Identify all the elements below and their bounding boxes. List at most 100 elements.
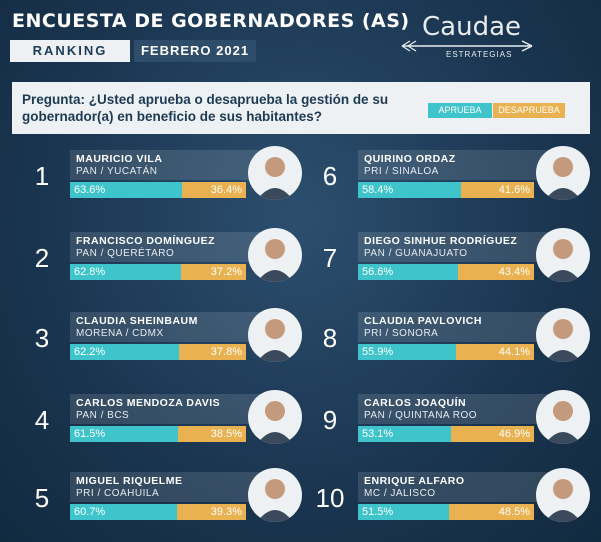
disapprove-segment: 36.4% bbox=[182, 182, 246, 198]
approval-bar: 63.6% 36.4% bbox=[70, 182, 246, 198]
avatar bbox=[536, 390, 590, 444]
name-box: DIEGO SINHUE RODRÍGUEZ PAN / GUANAJUATO bbox=[358, 232, 568, 262]
legend-disapprove: DESAPRUEBA bbox=[493, 103, 565, 118]
avatar bbox=[248, 390, 302, 444]
avatar bbox=[536, 146, 590, 200]
name-box: CARLOS JOAQUÍN PAN / QUINTANA ROO bbox=[358, 394, 568, 424]
question-text: Pregunta: ¿Usted aprueba o desaprueba la… bbox=[22, 92, 389, 124]
disapprove-segment: 48.5% bbox=[449, 504, 534, 520]
party-state: PAN / QUERÉTARO bbox=[76, 248, 175, 259]
approval-bar: 61.5% 38.5% bbox=[70, 426, 246, 442]
governor-card: 6 QUIRINO ORDAZ PRI / SINALOA 58.4% 41.6% bbox=[308, 146, 590, 206]
avatar bbox=[248, 146, 302, 200]
governor-card: 2 FRANCISCO DOMÍNGUEZ PAN / QUERÉTARO 62.8%… bbox=[20, 228, 302, 288]
governor-card: 9 CARLOS JOAQUÍN PAN / QUINTANA ROO 53.1% 46… bbox=[308, 390, 590, 450]
governor-name: CLAUDIA SHEINBAUM bbox=[76, 315, 198, 327]
governor-card: 8 CLAUDIA PAVLOVICH PRI / SONORA 55.9% 44.1% bbox=[308, 308, 590, 368]
approval-bar: 51.5% 48.5% bbox=[358, 504, 534, 520]
avatar bbox=[536, 228, 590, 282]
rank-number: 4 bbox=[34, 405, 50, 435]
party-state: MORENA / CDMX bbox=[76, 328, 164, 339]
avatar bbox=[536, 308, 590, 362]
approval-bar: 58.4% 41.6% bbox=[358, 182, 534, 198]
governor-name: ENRIQUE ALFARO bbox=[364, 475, 465, 487]
avatar bbox=[536, 468, 590, 522]
name-box: CARLOS MENDOZA DAVIS PAN / BCS bbox=[70, 394, 280, 424]
disapprove-segment: 38.5% bbox=[178, 426, 246, 442]
party-state: PRI / SINALOA bbox=[364, 166, 439, 177]
rank-number: 1 bbox=[34, 161, 50, 191]
disapprove-segment: 37.2% bbox=[181, 264, 246, 280]
disapprove-segment: 37.8% bbox=[179, 344, 246, 360]
name-box: MIGUEL RIQUELME PRI / COAHUILA bbox=[70, 472, 280, 502]
name-box: MAURICIO VILA PAN / YUCATÁN bbox=[70, 150, 280, 180]
governor-card: 3 CLAUDIA SHEINBAUM MORENA / CDMX 62.2% 37.8… bbox=[20, 308, 302, 368]
disapprove-segment: 44.1% bbox=[456, 344, 534, 360]
governor-card: 1 MAURICIO VILA PAN / YUCATÁN 63.6% 36.4% bbox=[20, 146, 302, 206]
approve-segment: 55.9% bbox=[358, 344, 456, 360]
governor-card: 4 CARLOS MENDOZA DAVIS PAN / BCS 61.5% 38.5% bbox=[20, 390, 302, 450]
logo-subtitle: ESTRATEGIAS bbox=[446, 50, 513, 59]
party-state: PAN / BCS bbox=[76, 410, 130, 421]
approval-bar: 55.9% 44.1% bbox=[358, 344, 534, 360]
name-box: QUIRINO ORDAZ PRI / SINALOA bbox=[358, 150, 568, 180]
rank-number: 7 bbox=[322, 243, 338, 273]
party-state: PRI / COAHUILA bbox=[76, 488, 160, 499]
approve-segment: 61.5% bbox=[70, 426, 178, 442]
rank-number: 5 bbox=[34, 483, 50, 513]
disapprove-segment: 41.6% bbox=[461, 182, 534, 198]
approve-segment: 58.4% bbox=[358, 182, 461, 198]
governor-card: 7 DIEGO SINHUE RODRÍGUEZ PAN / GUANAJUATO 5… bbox=[308, 228, 590, 288]
name-box: CLAUDIA SHEINBAUM MORENA / CDMX bbox=[70, 312, 280, 342]
name-box: ENRIQUE ALFARO MC / JALISCO bbox=[358, 472, 568, 502]
rank-number: 8 bbox=[322, 323, 338, 353]
avatar bbox=[248, 468, 302, 522]
approve-segment: 62.8% bbox=[70, 264, 181, 280]
rank-number: 10 bbox=[315, 483, 345, 513]
subtitle-bar: RANKING FEBRERO 2021 bbox=[10, 40, 256, 62]
governor-name: MAURICIO VILA bbox=[76, 153, 163, 165]
governor-name: MIGUEL RIQUELME bbox=[76, 475, 183, 487]
governor-name: CARLOS JOAQUÍN bbox=[364, 397, 467, 409]
avatar bbox=[248, 308, 302, 362]
party-state: PAN / YUCATÁN bbox=[76, 166, 158, 177]
approval-bar: 62.8% 37.2% bbox=[70, 264, 246, 280]
approval-bar: 60.7% 39.3% bbox=[70, 504, 246, 520]
legend-approve: APRUEBA bbox=[428, 103, 492, 118]
party-state: PAN / GUANAJUATO bbox=[364, 248, 468, 259]
arrow-icon bbox=[401, 40, 533, 52]
disapprove-segment: 43.4% bbox=[458, 264, 534, 280]
governor-name: DIEGO SINHUE RODRÍGUEZ bbox=[364, 235, 518, 247]
name-box: CLAUDIA PAVLOVICH PRI / SONORA bbox=[358, 312, 568, 342]
avatar bbox=[248, 228, 302, 282]
governor-name: CARLOS MENDOZA DAVIS bbox=[76, 397, 221, 409]
name-box: FRANCISCO DOMÍNGUEZ PAN / QUERÉTARO bbox=[70, 232, 280, 262]
governor-card: 10 ENRIQUE ALFARO MC / JALISCO 51.5% 48.5% bbox=[308, 468, 590, 528]
approve-segment: 60.7% bbox=[70, 504, 177, 520]
approve-segment: 51.5% bbox=[358, 504, 449, 520]
approve-segment: 63.6% bbox=[70, 182, 182, 198]
approve-segment: 62.2% bbox=[70, 344, 179, 360]
page-title: ENCUESTA DE GOBERNADORES (AS) bbox=[12, 10, 410, 32]
governor-name: CLAUDIA PAVLOVICH bbox=[364, 315, 482, 327]
question-box: Pregunta: ¿Usted aprueba o desaprueba la… bbox=[12, 82, 590, 134]
governor-card: 5 MIGUEL RIQUELME PRI / COAHUILA 60.7% 39.3% bbox=[20, 468, 302, 528]
disapprove-segment: 46.9% bbox=[451, 426, 534, 442]
rank-number: 3 bbox=[34, 323, 50, 353]
approval-bar: 62.2% 37.8% bbox=[70, 344, 246, 360]
approve-segment: 53.1% bbox=[358, 426, 451, 442]
approval-bar: 56.6% 43.4% bbox=[358, 264, 534, 280]
party-state: PAN / QUINTANA ROO bbox=[364, 410, 478, 421]
party-state: MC / JALISCO bbox=[364, 488, 436, 499]
governor-name: FRANCISCO DOMÍNGUEZ bbox=[76, 235, 215, 247]
logo: Caudae ESTRATEGIAS bbox=[398, 12, 548, 62]
rank-number: 2 bbox=[34, 243, 50, 273]
logo-name: Caudae bbox=[422, 12, 521, 42]
rank-number: 6 bbox=[322, 161, 338, 191]
approval-bar: 53.1% 46.9% bbox=[358, 426, 534, 442]
party-state: PRI / SONORA bbox=[364, 328, 439, 339]
date-label: FEBRERO 2021 bbox=[134, 40, 256, 62]
disapprove-segment: 39.3% bbox=[177, 504, 246, 520]
approve-segment: 56.6% bbox=[358, 264, 458, 280]
governor-name: QUIRINO ORDAZ bbox=[364, 153, 456, 165]
